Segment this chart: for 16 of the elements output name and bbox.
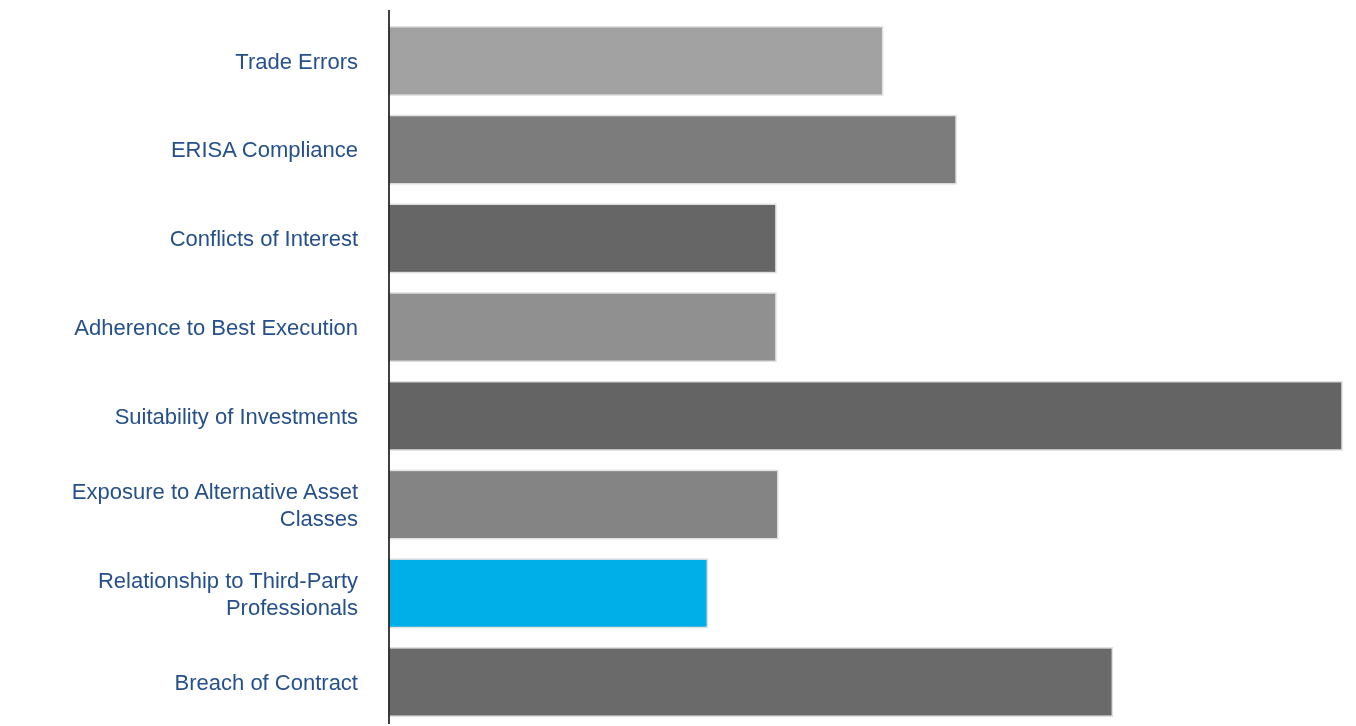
bar (388, 380, 1343, 451)
y-tick-label: Trade Errors (235, 48, 358, 74)
y-tick-label: Relationship to Third-Party Professionals (97, 567, 358, 620)
y-tick-label: Conflicts of Interest (169, 226, 358, 252)
bar (388, 26, 884, 96)
bar (388, 469, 779, 540)
y-tick-label: ERISA Compliance (170, 137, 358, 163)
y-tick-label: Breach of Contract (174, 669, 358, 695)
y-tick-label: Suitability of Investments (114, 403, 358, 429)
y-tick-label: Adherence to Best Execution (74, 314, 358, 340)
bar (388, 647, 1114, 717)
bar (388, 203, 777, 274)
bar (388, 292, 777, 363)
y-tick-label: Exposure to Alternative Asset Classes (71, 478, 358, 531)
bar (388, 558, 709, 629)
bar (388, 114, 957, 185)
